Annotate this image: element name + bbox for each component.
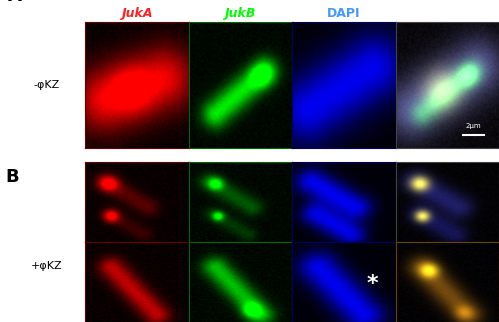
Text: *: * [367,274,379,295]
Text: A: A [7,0,21,5]
Text: Merge: Merge [425,7,470,20]
Text: JukB: JukB [225,7,256,20]
Text: -φKZ: -φKZ [33,80,60,90]
Text: JukA: JukA [121,7,153,20]
Text: +φKZ: +φKZ [31,261,62,271]
Text: 2μm: 2μm [466,123,482,129]
Text: B: B [5,168,19,186]
Text: DAPI: DAPI [327,7,360,20]
